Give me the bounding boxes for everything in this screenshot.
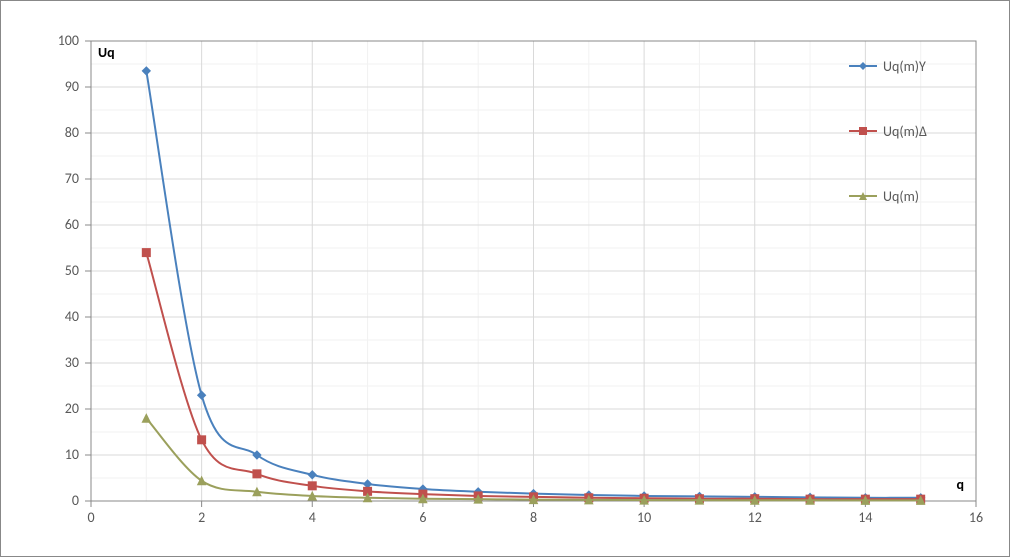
y-tick-label: 70 [65, 170, 79, 187]
legend-swatch [849, 186, 877, 206]
legend-label: Uq(m) [883, 188, 919, 205]
legend: Uq(m)Y Uq(m)Δ Uq(m) [849, 56, 927, 206]
y-tick-label: 60 [65, 216, 79, 233]
y-axis-title: Uq [98, 44, 115, 61]
y-tick-label: 20 [65, 400, 79, 417]
chart-frame: { "chart": { "type": "line", "width_px":… [0, 0, 1010, 557]
legend-item: Uq(m)Y [849, 56, 927, 76]
x-tick-label: 4 [302, 509, 322, 526]
x-tick-label: 0 [81, 509, 101, 526]
x-tick-label: 14 [855, 509, 875, 526]
x-tick-label: 12 [745, 509, 765, 526]
y-tick-label: 0 [72, 492, 79, 509]
x-axis-title: q [956, 476, 964, 493]
legend-item: Uq(m)Δ [849, 121, 927, 141]
legend-swatch [849, 121, 877, 141]
legend-swatch [849, 56, 877, 76]
x-tick-label: 2 [192, 509, 212, 526]
y-tick-label: 30 [65, 354, 79, 371]
legend-item: Uq(m) [849, 186, 927, 206]
legend-label: Uq(m)Δ [883, 123, 927, 140]
x-tick-label: 16 [966, 509, 986, 526]
y-tick-label: 10 [65, 446, 79, 463]
y-tick-label: 50 [65, 262, 79, 279]
y-tick-label: 90 [65, 78, 79, 95]
legend-label: Uq(m)Y [883, 58, 926, 75]
x-tick-label: 6 [413, 509, 433, 526]
x-tick-label: 8 [524, 509, 544, 526]
x-tick-label: 10 [634, 509, 654, 526]
y-tick-label: 100 [58, 32, 79, 49]
y-tick-label: 80 [65, 124, 79, 141]
y-tick-label: 40 [65, 308, 79, 325]
